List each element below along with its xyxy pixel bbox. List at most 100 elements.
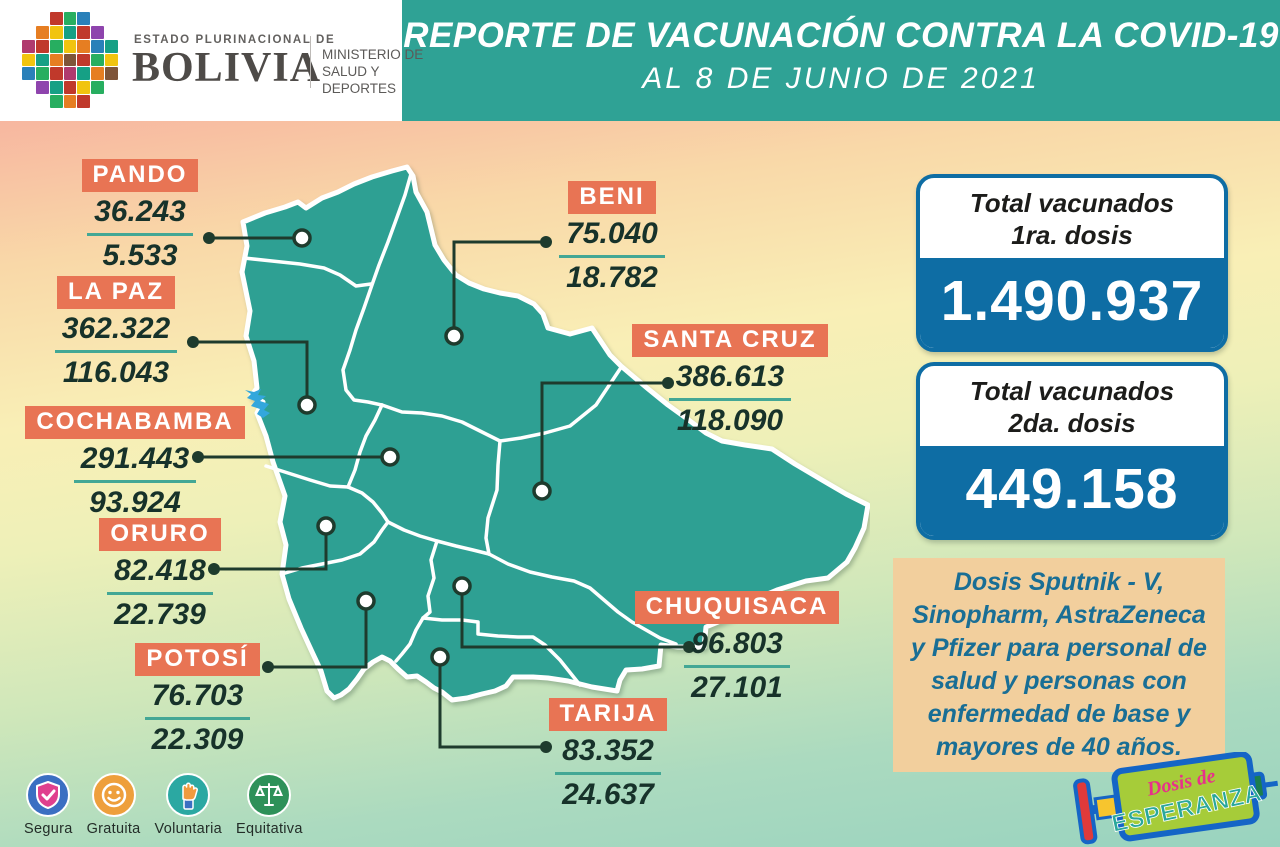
logo-mosaic-tile	[105, 26, 118, 39]
logo-mosaic-tile	[105, 67, 118, 81]
logo-mosaic-tile	[105, 81, 118, 94]
dept-tarija: TARIJA 83.352 24.637	[528, 698, 688, 812]
header-bar: ESTADO PLURINACIONAL DE BOLIVIA MINISTER…	[0, 0, 1280, 121]
logo-mosaic-tile	[22, 81, 35, 94]
dept-chuquisaca-dose1: 96.803	[684, 626, 790, 668]
total-dose2-title-line2: 2da. dosis	[1008, 408, 1136, 438]
logo-mosaic-tile	[77, 95, 91, 108]
shield-check-icon	[26, 773, 71, 817]
logo-mosaic-tile	[49, 39, 63, 53]
logo-mosaic-tile	[35, 81, 49, 95]
logo-mosaic-tile	[91, 25, 105, 39]
logo-mosaic-tile	[77, 53, 91, 67]
dept-oruro-name: ORURO	[99, 518, 221, 551]
dept-tarija-dose1: 83.352	[555, 733, 661, 775]
dept-oruro-dose1: 82.418	[107, 553, 213, 595]
dept-santa-cruz-name: SANTA CRUZ	[632, 324, 828, 357]
logo-mosaic-tile	[35, 25, 49, 39]
logo-mosaic-tile	[77, 12, 91, 25]
dept-cochabamba-dose1: 291.443	[73, 441, 197, 483]
dept-oruro: ORURO 82.418 22.739	[60, 518, 260, 632]
logo-mosaic-tile	[22, 95, 35, 108]
logo-mosaic-tile	[77, 25, 91, 39]
dept-chuquisaca: CHUQUISACA 96.803 27.101	[622, 591, 852, 705]
label-end-dots	[187, 232, 695, 753]
balance-scale-icon	[247, 773, 292, 817]
dept-santa-cruz-dose1: 386.613	[668, 359, 792, 401]
logo-mosaic-tile	[91, 12, 104, 25]
dept-pando-dose1: 36.243	[87, 194, 193, 236]
dept-cochabamba: COCHABAMBA 291.443 93.924	[25, 406, 245, 520]
logo-mosaic-tile	[63, 67, 77, 81]
total-dose1-card: Total vacunados 1ra. dosis 1.490.937	[916, 174, 1228, 352]
department-borders	[242, 172, 678, 687]
dept-potosi-dose2: 22.309	[151, 723, 244, 756]
dept-la-paz-dose1: 362.322	[54, 311, 178, 353]
logo-mosaic-tile	[63, 53, 77, 67]
total-dose1-title-line2: 1ra. dosis	[1011, 220, 1133, 250]
dept-potosi: POTOSÍ 76.703 22.309	[100, 643, 295, 757]
logo-mosaic-tile	[91, 39, 105, 53]
logo-mosaic-tile	[49, 81, 63, 95]
logo-mosaic-tile	[77, 39, 91, 53]
logo-mosaic-tile	[35, 39, 49, 53]
logo-mosaic-tile	[21, 67, 35, 81]
vaccine-note-box: Dosis Sputnik - V, Sinopharm, AstraZenec…	[893, 558, 1225, 772]
total-dose1-title-line1: Total vacunados	[969, 188, 1175, 218]
dept-pando-name: PANDO	[81, 159, 199, 192]
logo-mosaic-tile	[91, 67, 105, 81]
dept-la-paz-name: LA PAZ	[57, 276, 175, 309]
dept-pando: PANDO 36.243 5.533	[60, 159, 220, 273]
principle-voluntaria: Voluntaria	[155, 772, 223, 837]
dosis-de-esperanza-logo: Dosis de ESPERANZA	[1073, 752, 1279, 845]
dept-potosi-dose1: 76.703	[144, 678, 251, 720]
logo-mosaic-tile	[49, 95, 63, 108]
dept-santa-cruz-dose2: 118.090	[676, 404, 784, 437]
logo-mosaic-tile	[22, 39, 35, 53]
dept-chuquisaca-dose2: 27.101	[691, 671, 783, 704]
note-line: mayores de 40 años.	[936, 733, 1182, 761]
logo-mosaic-tile	[21, 53, 35, 67]
dept-cochabamba-dose2: 93.924	[89, 486, 181, 519]
total-dose2-title-line1: Total vacunados	[969, 376, 1175, 406]
logo-mosaic-tile	[22, 12, 35, 25]
note-line: Sinopharm, AstraZeneca	[912, 601, 1206, 629]
logo-mosaic-tile	[105, 53, 118, 67]
logo-mosaic-tile	[91, 53, 105, 67]
logo-mosaic-tile	[105, 39, 118, 53]
logo-ministerio-text: MINISTERIO DE SALUD Y DEPORTES	[322, 47, 424, 96]
logo-mosaic-tile	[91, 95, 104, 108]
logo-mosaic-tile	[49, 53, 63, 67]
logo-mosaic-tile	[63, 11, 77, 25]
total-dose1-title: Total vacunados 1ra. dosis	[920, 178, 1224, 258]
dept-beni-dose2: 18.782	[566, 261, 658, 294]
principle-equitativa-label: Equitativa	[236, 821, 303, 837]
principle-segura: Segura	[24, 772, 73, 837]
principle-gratuita: Gratuita	[87, 772, 141, 837]
logo-mosaic-tile	[63, 95, 77, 108]
dept-beni-name: BENI	[568, 181, 656, 214]
logo-mosaic-tile	[105, 95, 118, 108]
dept-tarija-name: TARIJA	[548, 698, 668, 731]
logo-mosaic-tile	[77, 67, 91, 81]
logo-mosaic-tile	[105, 12, 118, 25]
dept-tarija-dose2: 24.637	[562, 778, 654, 811]
total-dose2-card: Total vacunados 2da. dosis 449.158	[916, 362, 1228, 540]
vaccine-principles: Segura Gratuita Voluntaria	[24, 772, 303, 837]
logo-mosaic-tile	[49, 25, 63, 39]
logo-mosaic-tile	[49, 11, 63, 25]
dept-la-paz: LA PAZ 362.322 116.043	[32, 276, 200, 390]
total-dose2-value: 449.158	[920, 446, 1224, 536]
dept-oruro-dose2: 22.739	[114, 598, 206, 631]
dept-beni-dose1: 75.040	[559, 216, 665, 258]
dept-pando-dose2: 5.533	[102, 239, 178, 272]
dept-beni: BENI 75.040 18.782	[552, 181, 672, 295]
logo-mosaic-tile	[63, 39, 77, 53]
total-dose1-value: 1.490.937	[920, 258, 1224, 348]
report-title: REPORTE DE VACUNACIÓN CONTRA LA COVID-19	[403, 16, 1279, 55]
bolivia-map	[239, 164, 870, 703]
logo-mosaic-tile	[91, 81, 105, 95]
raised-hand-icon	[166, 773, 211, 817]
